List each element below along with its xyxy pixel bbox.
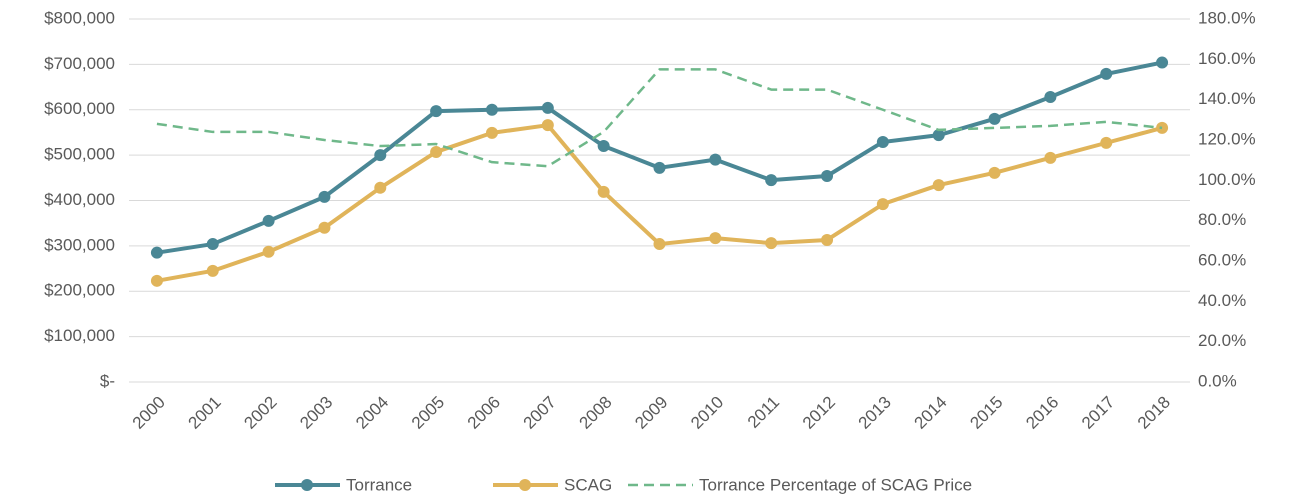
y-tick-label: $600,000: [44, 99, 115, 118]
series-line: [156, 68, 1163, 168]
y-tick-label: $700,000: [44, 54, 115, 73]
marker: [988, 166, 1001, 179]
y-tick-label: $-: [100, 371, 115, 390]
y2-tick-label: 160.0%: [1198, 49, 1256, 68]
legend-marker: [519, 479, 531, 491]
marker: [318, 190, 331, 203]
series-line: [156, 60, 1163, 255]
marker: [988, 112, 1001, 125]
x-tick-label: 2003: [296, 393, 336, 433]
x-tick-label: 2012: [799, 393, 839, 433]
legend-label: Torrance: [346, 475, 412, 494]
marker: [541, 119, 554, 132]
marker: [150, 246, 163, 259]
marker: [765, 174, 778, 187]
x-tick-label: 2004: [352, 393, 392, 433]
y2-tick-label: 20.0%: [1198, 331, 1246, 350]
marker: [932, 129, 945, 142]
marker: [821, 169, 834, 182]
x-tick-label: 2006: [464, 393, 504, 433]
y2-tick-label: 0.0%: [1198, 371, 1237, 390]
x-tick-label: 2007: [520, 393, 560, 433]
y2-tick-label: 60.0%: [1198, 250, 1246, 269]
marker: [318, 221, 331, 234]
marker: [541, 101, 554, 114]
x-tick-label: 2018: [1134, 393, 1174, 433]
marker: [262, 214, 275, 227]
legend-label: SCAG: [564, 475, 612, 494]
marker: [932, 179, 945, 192]
x-tick-label: 2011: [744, 393, 783, 432]
legend-item: Torrance: [275, 475, 412, 494]
x-tick-label: 2008: [575, 393, 615, 433]
marker: [653, 238, 666, 251]
y2-tick-label: 140.0%: [1198, 89, 1256, 108]
marker: [262, 245, 275, 258]
marker: [653, 161, 666, 174]
marker: [876, 135, 889, 148]
legend-item: Torrance Percentage of SCAG Price: [628, 475, 972, 494]
x-tick-label: 2013: [855, 393, 895, 433]
marker: [709, 232, 722, 245]
y-tick-label: $500,000: [44, 145, 115, 164]
legend-item: SCAG: [493, 475, 612, 494]
x-tick-label: 2002: [240, 393, 280, 433]
marker: [374, 149, 387, 162]
marker: [821, 233, 834, 246]
marker: [485, 126, 498, 139]
marker: [1156, 56, 1169, 69]
y-tick-label: $400,000: [44, 190, 115, 209]
y2-tick-label: 100.0%: [1198, 170, 1256, 189]
y2-tick-label: 180.0%: [1198, 8, 1256, 27]
x-tick-label: 2017: [1078, 393, 1118, 433]
y-tick-label: $300,000: [44, 235, 115, 254]
x-tick-label: 2010: [687, 393, 727, 433]
marker: [1044, 151, 1057, 164]
marker: [430, 145, 443, 158]
marker: [1100, 136, 1113, 149]
x-tick-label: 2005: [408, 393, 448, 433]
marker: [1100, 67, 1113, 80]
legend-marker: [301, 479, 313, 491]
marker: [1044, 91, 1057, 104]
marker: [374, 181, 387, 194]
y2-tick-label: 80.0%: [1198, 210, 1246, 229]
marker: [597, 185, 610, 198]
marker: [430, 105, 443, 118]
marker: [150, 274, 163, 287]
y2-tick-label: 40.0%: [1198, 291, 1246, 310]
marker: [709, 153, 722, 166]
y-tick-label: $800,000: [44, 8, 115, 27]
y-tick-label: $100,000: [44, 326, 115, 345]
x-tick-label: 2001: [185, 393, 225, 433]
marker: [206, 238, 219, 251]
legend-label: Torrance Percentage of SCAG Price: [699, 475, 972, 494]
x-tick-label: 2014: [911, 393, 951, 433]
x-tick-label: 2000: [129, 393, 169, 433]
marker: [597, 140, 610, 153]
marker: [876, 198, 889, 211]
y2-tick-label: 120.0%: [1198, 129, 1256, 148]
marker: [206, 264, 219, 277]
marker: [765, 237, 778, 250]
x-tick-label: 2015: [966, 393, 1006, 433]
y-tick-label: $200,000: [44, 281, 115, 300]
x-tick-label: 2016: [1022, 393, 1062, 433]
x-tick-label: 2009: [631, 393, 671, 433]
marker: [485, 103, 498, 116]
